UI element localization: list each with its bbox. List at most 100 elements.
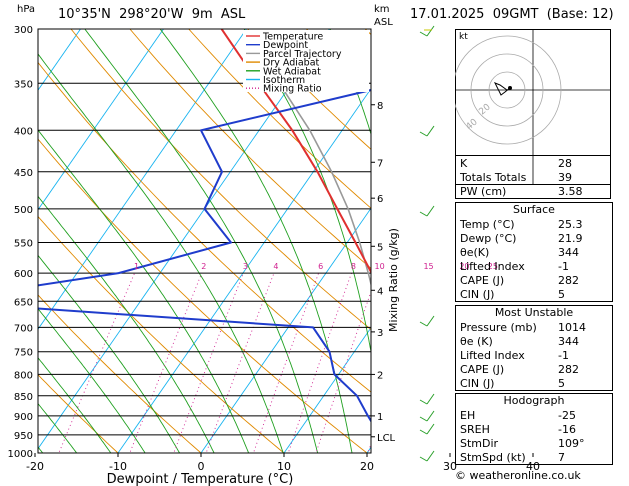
pressure-tick-label: 900 [14,412,33,423]
hodograph-panel: kt 20 40 [455,29,611,185]
mu-cin-value: 5 [558,376,565,390]
hodo-stmdir-label: StmDir [460,436,499,450]
index-pw-label: PW (cm) [460,184,507,198]
wet-adiabat-line [38,357,112,453]
x-axis-title: Dewpoint / Temperature (°C) [107,472,294,486]
wet-adiabat-line [38,254,181,453]
km-tick-label: 7 [377,158,383,169]
dewpoint-line [38,89,371,423]
wind-barb-icon [419,423,435,435]
surface-panel: Surface Temp (°C) 25.3 Dewp (°C) 21.9 θe… [455,202,613,302]
isotherm-line [38,29,164,211]
wind-barb-icon [419,393,435,405]
legend-label: Dry Adiabat [263,58,320,69]
temperature-tick-label: 40 [526,460,540,473]
wind-barb-icon [419,25,435,37]
mixing-ratio-line [129,272,203,453]
mu-cape-value: 282 [558,362,579,376]
temperature-tick-label: -20 [26,460,44,473]
pressure-tick-label: 1000 [8,449,33,460]
temperature-tick-label: 30 [443,460,457,473]
surface-thetae-label: θe(K) [460,245,490,259]
surface-li-value: -1 [558,259,569,273]
dry-adiabat-line [38,374,119,453]
legend-label: Isotherm [263,75,305,86]
location-label: 10°35'N 298°20'W 9m ASL [58,7,246,22]
surface-cape-value: 282 [558,273,579,287]
hodo-eh-label: EH [460,408,476,422]
parcel-trajectory-line [278,82,371,288]
surface-cin-label: CIN (J) [460,287,495,301]
dry-adiabat-line [246,29,371,150]
legend-label: Parcel Trajectory [263,49,342,60]
km-tick-label: 6 [377,194,383,205]
pressure-tick-label: 850 [14,392,33,403]
wet-adiabat-line [38,402,78,453]
legend-label: Mixing Ratio [263,84,322,95]
wind-barb-icon [419,315,435,327]
hodograph-trace [493,82,512,96]
pressure-tick-label: 750 [14,348,33,359]
mu-pressure-label: Pressure (mb) [460,320,537,334]
isotherm-line [38,29,81,91]
mixing-ratio-label: 15 [423,262,433,271]
km-tick-label: 4 [377,286,383,297]
pressure-tick-label: 300 [14,25,33,36]
surface-temp-value: 25.3 [558,217,583,231]
index-k-value: 28 [558,156,572,170]
pressure-tick-label: 450 [14,168,33,179]
mixing-ratio-line [401,273,462,470]
mu-li-label: Lifted Index [460,348,525,362]
hodograph-storm-motion [508,86,512,90]
pressure-tick-label: 650 [14,297,33,308]
wind-barb-icon [419,205,435,217]
mixing-ratio-label: 1 [134,262,139,271]
km-tick-label: 5 [377,242,383,253]
legend-box [243,30,369,92]
surface-dewp-label: Dewp (°C) [460,231,517,245]
mu-thetae-value: 344 [558,334,579,348]
isotherm-line [38,29,330,450]
mu-cin-label: CIN (J) [460,376,495,390]
wet-adiabat-line [159,29,353,453]
km-tick-label: 2 [377,370,383,381]
mixing-ratio-label: 10 [375,262,385,271]
mixing-ratio-label: 3 [243,262,248,271]
mixing-ratio-line [58,272,136,453]
pressure-tick-label: 600 [14,269,33,280]
hpa-label: hPa [17,4,36,15]
surface-cin-value: 5 [558,287,565,301]
index-tt-label: Totals Totals [460,170,527,184]
mixing-ratio-label: 25 [488,262,498,271]
most-unstable-title: Most Unstable [494,306,574,319]
asl-label: ASL [374,17,393,28]
most-unstable-panel: Most Unstable Pressure (mb) 1014 θe (K) … [455,305,613,391]
hodo-sreh-value: -16 [558,422,576,436]
legend-label: Temperature [262,32,323,43]
surface-dewp-value: 21.9 [558,231,583,245]
mixing-ratio-label: 8 [351,262,356,271]
hodograph-table-panel: Hodograph EH -25 SREH -16 StmDir 109° St… [455,393,613,465]
hodograph-table-title: Hodograph [503,394,565,407]
mu-li-value: -1 [558,348,569,362]
hodo-eh-value: -25 [558,408,576,422]
mixing-ratio-label: 4 [273,262,278,271]
mu-pressure-value: 1014 [558,320,586,334]
pressure-tick-label: 950 [14,431,33,442]
dry-adiabat-line [38,61,371,393]
dry-adiabat-line [70,29,371,331]
surface-li-label: Lifted Index [460,259,525,273]
mu-cape-label: CAPE (J) [460,362,505,376]
indices-panel: K 28 Totals Totals 39 PW (cm) 3.58 [455,155,611,199]
mixing-ratio-label: 20 [459,262,469,271]
mixing-ratio-line [287,272,352,453]
pressure-tick-label: 500 [14,205,33,216]
mixing-ratio-label: 2 [201,262,206,271]
wet-adiabat-line [38,53,284,453]
hodo-stmspd-label: StmSpd (kt) [460,450,526,464]
index-pw-value: 3.58 [558,184,583,198]
mixing-ratio-axis-title: Mixing Ratio (g/kg) [387,228,400,332]
surface-thetae-value: 344 [558,245,579,259]
hodo-stmspd-value: 7 [558,450,565,464]
hodo-stmdir-value: 109° [558,436,585,450]
